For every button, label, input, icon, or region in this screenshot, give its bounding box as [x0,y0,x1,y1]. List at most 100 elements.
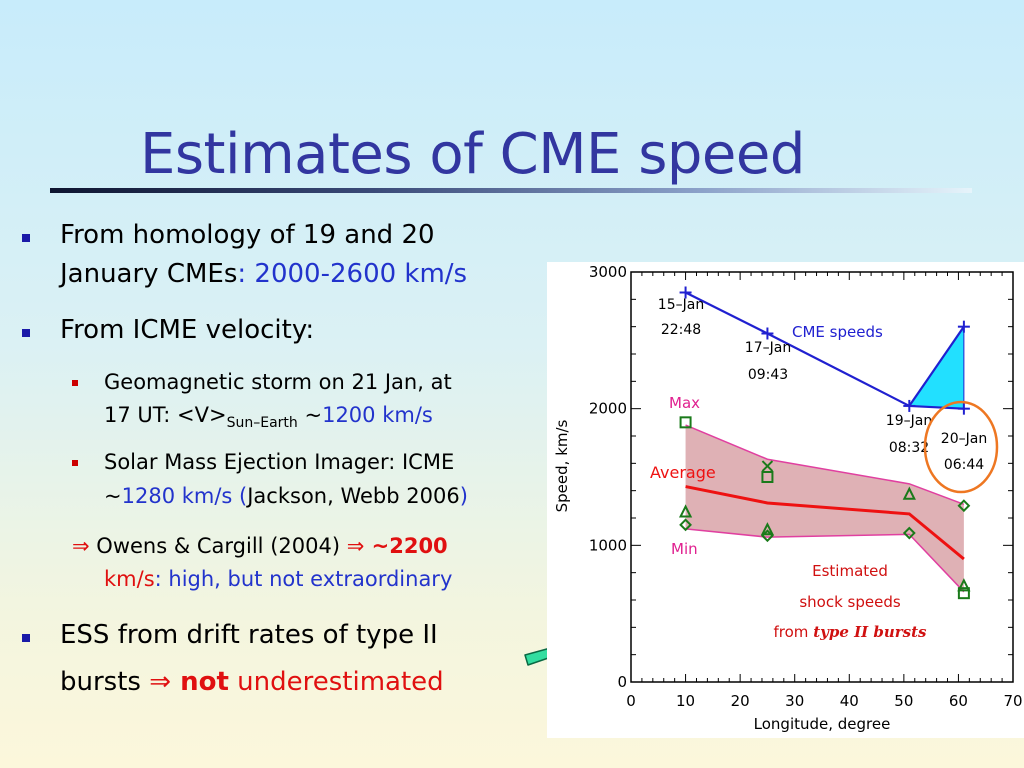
cme-label-date-1: 15–Jan [658,297,704,313]
speed-band-layer [685,326,965,593]
cross-marker [761,460,774,472]
sub-bullet-2-paren: ) [459,484,468,508]
x-tick-label: 50 [894,692,913,710]
shock-label-type2: type II bursts [813,623,927,641]
max-label: Max [669,394,700,412]
cme-label-date-2: 17–Jan [745,340,791,356]
bullet-marker-2 [22,329,30,337]
diamond-marker [957,499,971,513]
implication-ref: Owens & Cargill (2004) [89,534,347,558]
diamond-marker [902,526,916,540]
min-label: Min [671,540,698,558]
y-tick-label: 3000 [589,263,627,281]
cme-speeds-legend: CME speeds [792,323,883,341]
chart-axes: 0 10 20 30 40 50 60 70 0 1000 2000 3000 [589,263,1023,710]
shock-label-2: shock speeds [799,593,901,611]
cme-label-time-2: 09:43 [748,367,788,383]
cme-label-date-3: 19–Jan [886,413,932,429]
chart-markers-layer [678,286,971,600]
x-tick-label: 60 [949,692,968,710]
sub-bullet-1-line-1: Geomagnetic storm on 21 Jan, at [104,370,452,394]
x-tick-label: 70 [1003,692,1022,710]
cme-speed-point [957,402,970,415]
implies-arrow-icon-2: ⇒ [346,534,365,558]
bullet-1-text: January CMEs [60,259,238,289]
chart-labels-layer: Speed, km/s Longitude, degree Max Averag… [553,297,999,733]
sub-bullet-marker-2 [72,460,78,466]
triangle-marker [902,486,916,500]
sub-bullet-1-speed: 1200 km/s [322,403,433,427]
chart-panel: 0 10 20 30 40 50 60 70 0 1000 2000 3000 Speed, km/s… [547,262,1024,738]
implication-unit: km/s [104,567,155,591]
slide-title: Estimates of CME speed [140,122,805,187]
bullet-1-speed: : 2000-2600 km/s [237,259,468,289]
chart-series-layer [685,291,965,561]
square-marker [761,471,774,483]
sub-bullet-1-text: 17 UT: <V> [104,403,227,427]
implication-note: : high, but not extraordinary [154,567,453,591]
diamond-marker [679,518,692,532]
diamond-marker [761,529,774,543]
cme-label-time-4: 06:44 [944,457,984,473]
sub-bullet-2-line-1: Solar Mass Ejection Imager: ICME [104,450,455,474]
bullet-1-line-1: From homology of 19 and 20 [60,220,435,250]
average-line [685,485,965,561]
triangle-marker [957,578,971,592]
sub-bullet-1-line-2: 17 UT: <V>Sun–Earth ~1200 km/s [104,399,433,440]
bullet-2: From ICME velocity: [60,315,315,345]
implication-line-1: ⇒ Owens & Cargill (2004) ⇒ ~2200 [72,530,448,563]
cme-speed-point [903,399,916,412]
cross-b [761,460,774,472]
square-marker [679,416,692,429]
cme-label-time-1: 22:48 [661,322,701,338]
cme-label-date-4: 20–Jan [941,431,987,447]
y-axis-label: Speed, km/s [553,419,571,512]
sub-bullet-2-line-2: ~1280 km/s (Jackson, Webb 2006) [104,480,468,513]
cme-label-time-3: 08:32 [889,440,929,456]
shock-label-1: Estimated [812,562,888,580]
square-marker [957,587,970,600]
y-tick-label: 0 [617,673,627,691]
implies-arrow-icon-3: ⇒ [149,667,172,697]
sub-bullet-2-tilde: ~ [104,484,122,508]
cme-speed-point [957,320,970,333]
bullet-3-line-2: bursts ⇒ not underestimated [60,663,444,701]
highlight-circle [923,400,999,494]
x-tick-label: 30 [785,692,804,710]
triangle-marker [760,522,775,536]
sub-bullet-2-ref: Jackson, Webb 2006 [247,484,460,508]
cme-speed-point [679,286,692,299]
x-tick-label: 0 [626,692,636,710]
shock-label-3: from type II bursts [774,623,928,641]
bullet-3-text: bursts [60,667,150,697]
cme-speed-point [761,327,774,340]
implies-arrow-icon: ⇒ [72,534,90,558]
x-tick-label: 20 [731,692,750,710]
implication-line-2: km/s: high, but not extraordinary [104,563,452,596]
title-underline [50,188,972,193]
y-tick-label: 1000 [589,536,627,554]
average-label: Average [650,463,716,482]
y-tick-label: 2000 [589,400,627,418]
cme-speed-line [685,291,964,410]
sub-bullet-1-subscript: Sun–Earth [226,415,298,432]
sub-bullet-1-tilde: ~ [297,403,323,427]
bullet-marker-3 [22,634,30,642]
x-axis-label: Longitude, degree [754,715,891,733]
shock-label-from: from [774,623,814,641]
band-max-edge [685,424,965,506]
bullet-1-line-2: January CMEs: 2000-2600 km/s [60,255,467,293]
bullet-3-line-1: ESS from drift rates of type II [60,620,438,650]
x-tick-label: 40 [840,692,859,710]
triangle-marker [678,504,693,518]
cme-speed-upper-line [908,326,965,407]
x-tick-label: 10 [676,692,695,710]
implication-speed: ~2200 [364,534,448,558]
bullet-marker-1 [22,234,30,242]
bullet-3-not: not [171,667,229,697]
band-min-edge [685,528,965,593]
sub-bullet-marker-1 [72,380,78,386]
cme-speed-chart: 0 10 20 30 40 50 60 70 0 1000 2000 3000 Speed, km/s… [553,263,1023,733]
bullet-3-rest: underestimated [228,667,444,697]
plot-frame [630,271,1014,683]
